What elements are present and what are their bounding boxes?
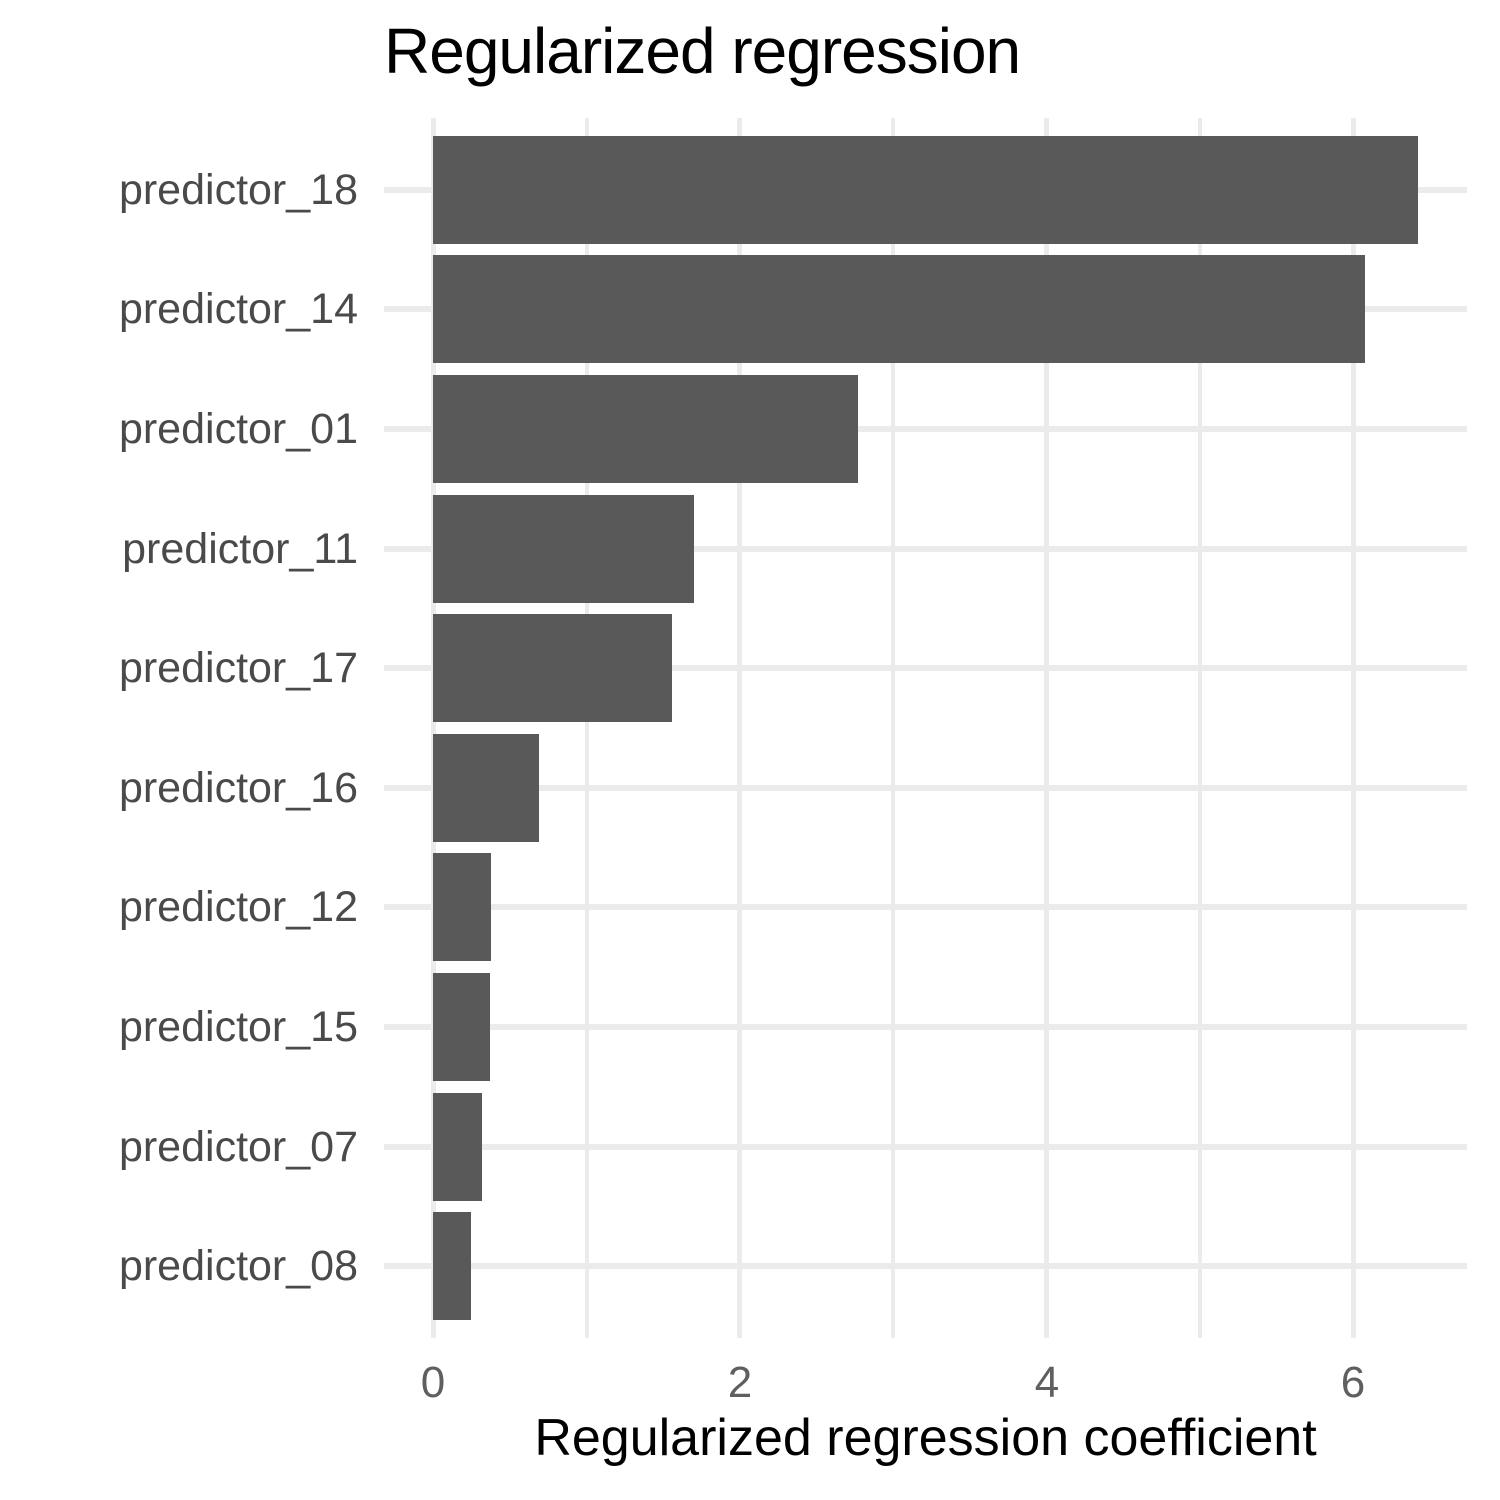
x-axis-title: Regularized regression coefficient: [534, 1409, 1317, 1467]
gridline-vertical-major: [737, 118, 742, 1338]
gridline-horizontal: [384, 1263, 1467, 1269]
gridline-horizontal: [384, 1024, 1467, 1030]
bar-predictor_17: [433, 614, 672, 722]
gridline-vertical-minor: [585, 118, 589, 1338]
plot-panel: [384, 118, 1467, 1338]
x-tick-label: 2: [727, 1358, 753, 1407]
bar-predictor_11: [433, 495, 694, 603]
bar-predictor_16: [433, 734, 539, 842]
bar-predictor_15: [433, 973, 490, 1081]
y-tick-label: predictor_07: [118, 1123, 358, 1171]
y-tick-label: predictor_17: [118, 644, 358, 692]
y-tick-label: predictor_12: [118, 883, 358, 931]
chart-title: Regularized regression: [384, 15, 1021, 87]
y-tick-label: predictor_15: [118, 1003, 358, 1051]
y-tick-label: predictor_18: [118, 166, 358, 214]
gridline-vertical-major: [1351, 118, 1356, 1338]
y-tick-label: predictor_01: [118, 405, 358, 453]
gridline-horizontal: [384, 665, 1467, 671]
y-tick-label: predictor_11: [122, 525, 358, 573]
gridline-horizontal: [384, 426, 1467, 432]
gridline-vertical-major: [1044, 118, 1049, 1338]
gridline-horizontal: [384, 1144, 1467, 1150]
y-tick-label: predictor_14: [118, 285, 358, 333]
gridline-vertical-minor: [891, 118, 895, 1338]
x-tick-label: 0: [420, 1358, 446, 1407]
bar-predictor_12: [433, 853, 491, 961]
bar-predictor_18: [433, 136, 1418, 244]
gridline-horizontal: [384, 785, 1467, 791]
y-tick-label: predictor_16: [118, 764, 358, 812]
bar-predictor_07: [433, 1093, 482, 1201]
x-tick-label: 6: [1340, 1358, 1366, 1407]
bar-predictor_14: [433, 255, 1365, 363]
gridline-horizontal: [384, 546, 1467, 552]
x-tick-label: 4: [1034, 1358, 1060, 1407]
bar-predictor_08: [433, 1212, 471, 1320]
bar-predictor_01: [433, 375, 858, 483]
gridline-horizontal: [384, 904, 1467, 910]
y-tick-label: predictor_08: [118, 1242, 358, 1290]
gridline-vertical-minor: [1198, 118, 1202, 1338]
gridline-vertical-major: [431, 118, 436, 1338]
